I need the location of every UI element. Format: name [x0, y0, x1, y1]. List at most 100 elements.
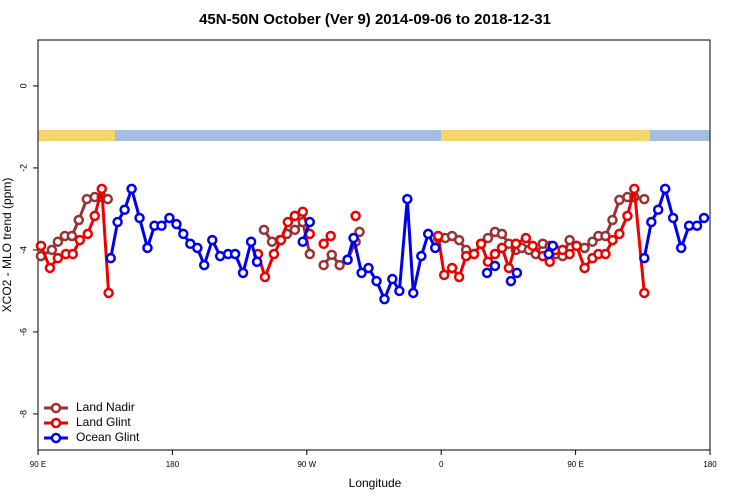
legend-label: Ocean Glint	[76, 430, 140, 444]
point	[275, 234, 287, 246]
y-tick-label: -2	[18, 164, 28, 172]
point	[268, 248, 280, 260]
point	[639, 252, 650, 264]
land-band	[441, 130, 650, 141]
point	[289, 224, 301, 236]
x-tick-label: 90 W	[297, 460, 316, 469]
x-tick-label: 180	[166, 460, 180, 469]
surface-strip	[38, 130, 710, 141]
point	[119, 204, 130, 215]
x-tick-label: 90 E	[567, 460, 583, 469]
point	[511, 267, 523, 279]
point	[164, 212, 175, 224]
point	[622, 210, 633, 222]
point	[667, 212, 679, 224]
point	[354, 226, 365, 238]
point	[408, 287, 419, 299]
point	[89, 210, 100, 222]
ocean-band	[38, 130, 710, 141]
land-band	[38, 130, 115, 141]
legend-label: Land Glint	[76, 415, 131, 429]
y-tick-label: -8	[18, 410, 28, 418]
point	[44, 262, 56, 274]
point	[245, 236, 257, 247]
point	[416, 250, 427, 262]
point	[251, 256, 263, 268]
x-tick-label: 180	[703, 460, 717, 469]
point	[326, 249, 337, 261]
point	[402, 193, 413, 205]
point	[35, 240, 47, 252]
point	[318, 259, 329, 271]
point	[304, 248, 316, 260]
point	[387, 273, 398, 285]
legend-marker	[50, 432, 62, 444]
point	[607, 214, 618, 226]
point	[297, 236, 309, 247]
point	[156, 220, 167, 231]
x-axis-label: Longitude	[349, 476, 402, 490]
point	[639, 287, 650, 299]
point	[52, 252, 64, 264]
point	[198, 259, 210, 271]
point	[171, 218, 182, 230]
y-tick-label: 0	[18, 83, 28, 88]
point	[600, 248, 611, 260]
point	[652, 204, 664, 215]
point	[475, 238, 487, 250]
point	[520, 232, 532, 244]
point	[453, 271, 465, 283]
x-tick-label: 0	[439, 460, 444, 469]
point	[527, 240, 538, 252]
point	[67, 248, 79, 260]
point	[691, 220, 703, 231]
point	[82, 228, 93, 240]
point	[371, 275, 382, 287]
y-axis-label: XCO2 - MLO trend (ppm)	[0, 178, 14, 313]
point	[192, 242, 203, 254]
point	[325, 230, 336, 242]
point	[282, 216, 294, 228]
point	[489, 260, 501, 272]
legend-marker	[50, 402, 62, 414]
point	[482, 232, 494, 244]
point	[258, 224, 270, 236]
point	[126, 183, 137, 195]
y-tick-label: -6	[18, 328, 28, 336]
point	[112, 216, 123, 228]
point	[481, 267, 493, 279]
point	[379, 293, 390, 305]
point	[503, 262, 515, 274]
point	[73, 214, 85, 226]
point	[429, 242, 441, 254]
point	[96, 183, 108, 195]
point	[579, 262, 590, 274]
point	[422, 228, 434, 240]
point	[237, 267, 249, 279]
point	[394, 285, 405, 297]
point	[489, 248, 501, 260]
point	[659, 183, 671, 195]
point	[639, 193, 650, 205]
point	[698, 212, 710, 224]
point	[105, 252, 116, 264]
point	[229, 248, 241, 260]
point	[259, 271, 271, 283]
point	[102, 193, 113, 205]
point	[505, 275, 517, 287]
point	[297, 206, 309, 218]
point	[496, 228, 508, 240]
point	[289, 210, 301, 222]
point	[46, 244, 58, 256]
point	[564, 234, 575, 246]
point	[350, 210, 361, 222]
point	[142, 242, 153, 254]
point	[304, 216, 316, 228]
point	[453, 234, 465, 246]
point	[607, 234, 618, 246]
point	[629, 183, 640, 195]
point	[438, 269, 450, 281]
point	[496, 242, 508, 254]
series-line	[39, 187, 646, 294]
